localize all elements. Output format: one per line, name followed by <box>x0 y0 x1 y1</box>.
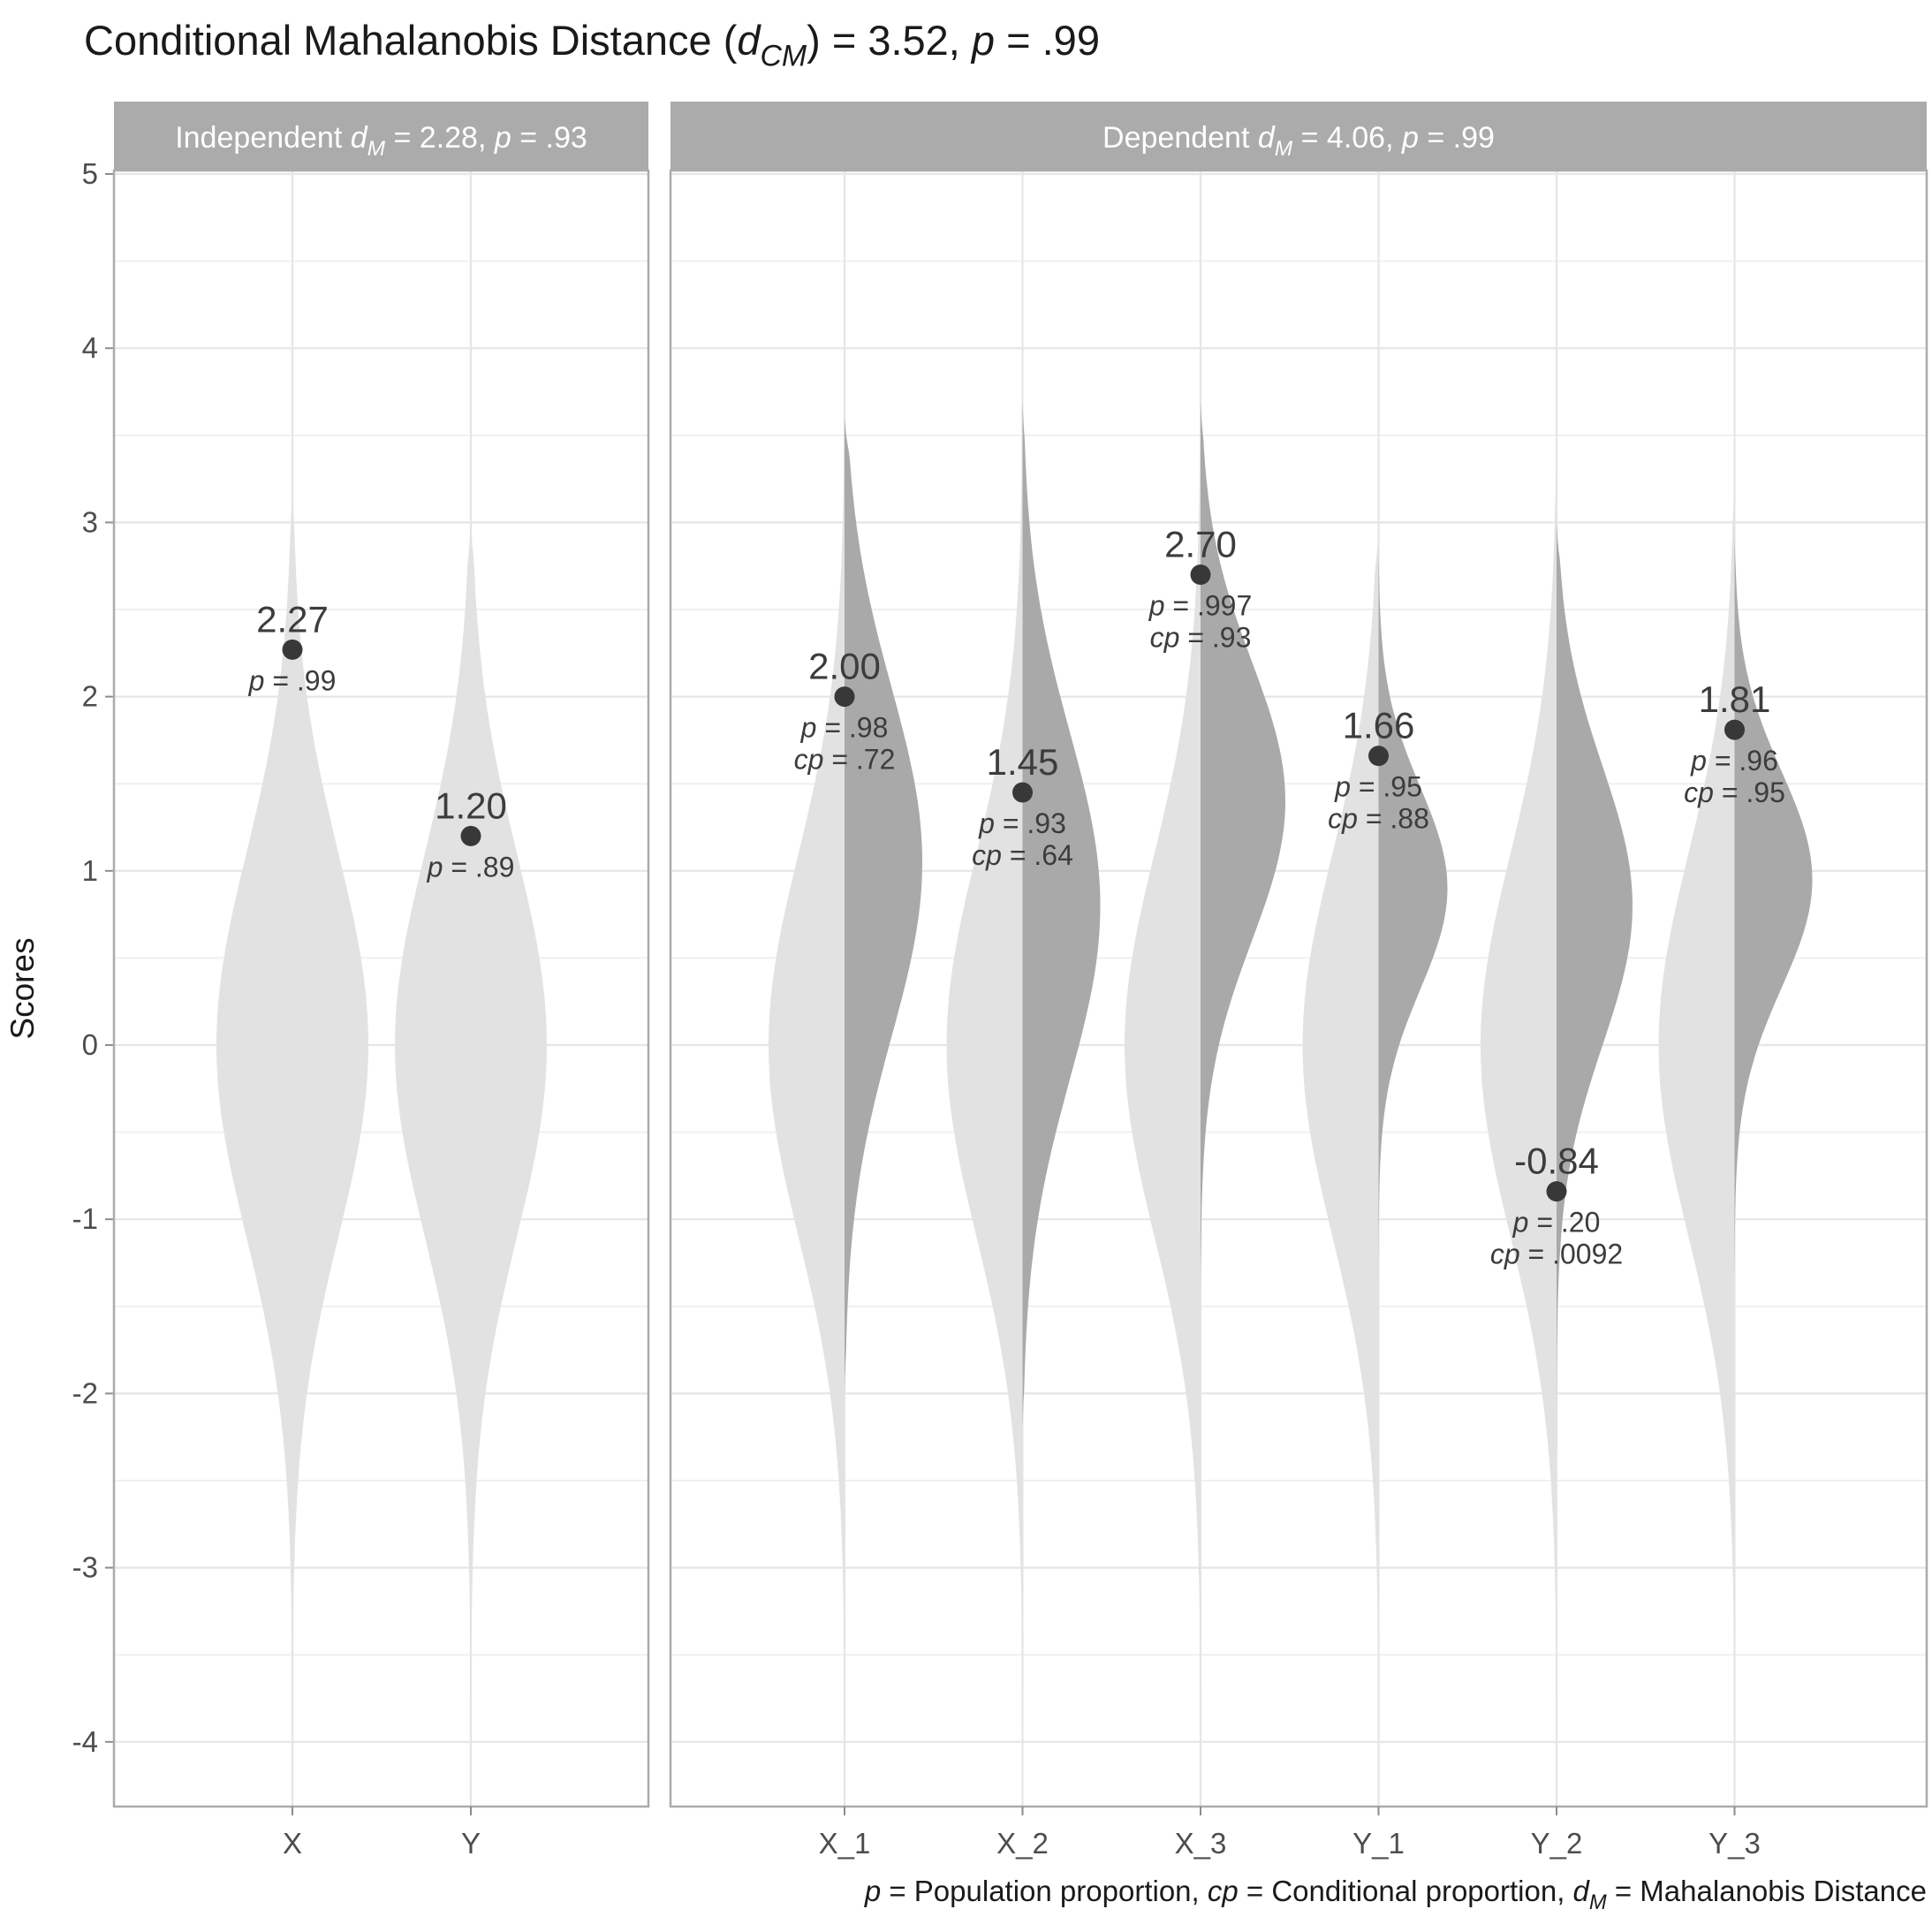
annotation-Y: 1.20 p = .89 <box>427 784 515 883</box>
x-tick-label-X: X <box>283 1827 302 1860</box>
violin-X_3-conditional-half <box>1201 400 1285 1290</box>
y-tick-label--3: -3 <box>72 1551 98 1584</box>
panel-independent: Independent dM = 2.28, p = .93 X Y 2.27 p = … <box>112 102 650 1860</box>
y-tick-label-3: 3 <box>82 505 98 538</box>
y-tick-label-0: 0 <box>82 1028 98 1061</box>
strip-independent <box>114 102 648 170</box>
strip-label-dependent: Dependent dM = 4.06, p = .99 <box>1102 121 1495 161</box>
x-tick-label-Y_3: Y_3 <box>1708 1827 1761 1860</box>
value-label-Y: 1.20 <box>435 784 507 826</box>
violin-Y_1-population-half <box>1302 531 1379 1751</box>
chart-title: Conditional Mahalanobis Distance (dCM) =… <box>84 17 1100 73</box>
cp-label-X_2: cp = .64 <box>972 839 1073 871</box>
violin-Y_2-conditional-half <box>1557 522 1633 1516</box>
p-label-X: p = .99 <box>248 664 337 696</box>
y-tick-label--1: -1 <box>72 1202 98 1235</box>
strip-label-independent: Independent dM = 2.28, p = .93 <box>175 121 587 161</box>
strip-dependent <box>671 102 1927 170</box>
violin-X_3-population-half <box>1125 418 1201 1751</box>
x-tick-label-Y_2: Y_2 <box>1531 1827 1583 1860</box>
observed-point-X <box>282 639 303 660</box>
y-tick-label--2: -2 <box>72 1376 98 1409</box>
violin-X_2-conditional-half <box>1022 400 1101 1428</box>
value-label-Y_2: -0.84 <box>1514 1140 1599 1182</box>
p-label-Y_2: p = .20 <box>1512 1207 1601 1239</box>
x-tick-label-Y_1: Y_1 <box>1352 1827 1405 1860</box>
value-label-X_3: 2.70 <box>1164 524 1237 565</box>
p-label-Y: p = .89 <box>427 851 515 883</box>
value-label-Y_3: 1.81 <box>1699 678 1771 720</box>
panel-border-dependent <box>669 169 1928 1808</box>
y-tick-label-4: 4 <box>82 331 98 364</box>
observed-point-Y_2 <box>1546 1181 1567 1202</box>
panel-dependent: Dependent dM = 4.06, p = .99 X_1 X_2 X_3 Y_1… <box>669 102 1928 1860</box>
y-tick-label-1: 1 <box>82 854 98 887</box>
violins-dependent <box>769 400 1813 1751</box>
y-axis: 5 4 3 2 1 0 -1 -2 -3 -4 <box>72 157 114 1758</box>
violin-Y_3-population-half <box>1658 479 1735 1751</box>
observed-point-Y_1 <box>1368 746 1389 767</box>
violin-X_1-population-half <box>769 435 845 1751</box>
cp-label-Y_3: cp = .95 <box>1684 777 1785 808</box>
violin-Y_1-conditional-half <box>1378 540 1448 1324</box>
x-tick-label-Y: Y <box>461 1827 481 1860</box>
violin-X_2-population-half <box>946 426 1023 1751</box>
value-label-X_2: 1.45 <box>987 741 1059 783</box>
observed-point-X_3 <box>1190 564 1211 586</box>
value-label-Y_1: 1.66 <box>1343 705 1415 746</box>
observed-point-X_1 <box>834 686 855 708</box>
p-label-X_3: p = .997 <box>1148 590 1253 622</box>
violin-Y_2-population-half <box>1481 461 1557 1751</box>
p-label-Y_1: p = .95 <box>1334 771 1422 803</box>
violin-Y <box>395 522 547 1725</box>
p-label-X_1: p = .98 <box>800 712 889 744</box>
y-axis-title: Scores <box>4 937 41 1039</box>
annotation-X: 2.27 p = .99 <box>248 598 337 696</box>
x-tick-label-X_2: X_2 <box>996 1827 1049 1860</box>
x-tick-label-X_3: X_3 <box>1175 1827 1227 1860</box>
violin-X_1-conditional-half <box>845 418 922 1394</box>
panel-border-independent <box>112 169 650 1808</box>
cp-label-Y_2: cp = .0092 <box>1490 1239 1623 1270</box>
panel-background-independent <box>114 170 648 1807</box>
cp-label-X_1: cp = .72 <box>794 744 896 776</box>
y-tick-label-2: 2 <box>82 680 98 713</box>
cp-label-Y_1: cp = .88 <box>1328 803 1429 835</box>
observed-point-Y <box>460 825 481 846</box>
observed-point-X_2 <box>1012 782 1033 803</box>
p-label-Y_3: p = .96 <box>1690 745 1778 777</box>
x-tick-label-X_1: X_1 <box>819 1827 871 1860</box>
caption: p = Population proportion, cp = Conditio… <box>864 1875 1927 1914</box>
violin-X <box>216 488 368 1725</box>
violin-Y_3-conditional-half <box>1734 531 1813 1290</box>
y-tick-label-5: 5 <box>82 157 98 190</box>
violins-independent <box>216 488 547 1725</box>
value-label-X: 2.27 <box>256 598 329 640</box>
observed-point-Y_3 <box>1724 719 1745 740</box>
cp-label-X_3: cp = .93 <box>1150 622 1252 654</box>
value-label-X_1: 2.00 <box>808 646 881 687</box>
y-tick-label--4: -4 <box>72 1725 98 1758</box>
p-label-X_2: p = .93 <box>978 807 1066 839</box>
